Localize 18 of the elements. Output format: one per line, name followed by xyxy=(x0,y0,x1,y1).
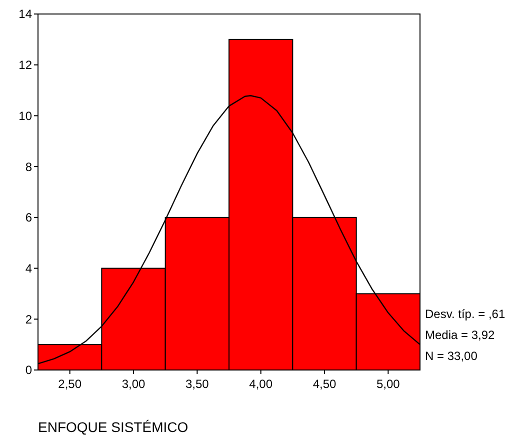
y-tick-label: 6 xyxy=(25,210,32,225)
y-tick-label: 4 xyxy=(25,261,32,276)
x-tick-label: 2,50 xyxy=(58,377,82,391)
y-tick-label: 8 xyxy=(25,160,32,174)
y-tick-label: 0 xyxy=(25,363,32,378)
text: N = 33,00 xyxy=(425,349,478,364)
x-axis-title: ENFOQUE SISTÉMICO xyxy=(38,419,188,435)
y-tick-label: 12 xyxy=(18,58,32,72)
x-tick-label: 3,00 xyxy=(122,377,146,391)
text: Desv. típ. = ,61 xyxy=(425,307,506,322)
x-tick-label: 4,00 xyxy=(249,377,273,391)
text: Media = 3,92 xyxy=(425,328,496,342)
y-tick-label: 10 xyxy=(18,108,32,123)
y-tick-label: 2 xyxy=(25,312,32,326)
x-tick-label: 5,00 xyxy=(376,377,400,391)
x-tick-label: 4,50 xyxy=(312,377,336,391)
x-tick-label: 3,50 xyxy=(185,377,210,391)
y-tick-label: 14 xyxy=(18,7,32,22)
